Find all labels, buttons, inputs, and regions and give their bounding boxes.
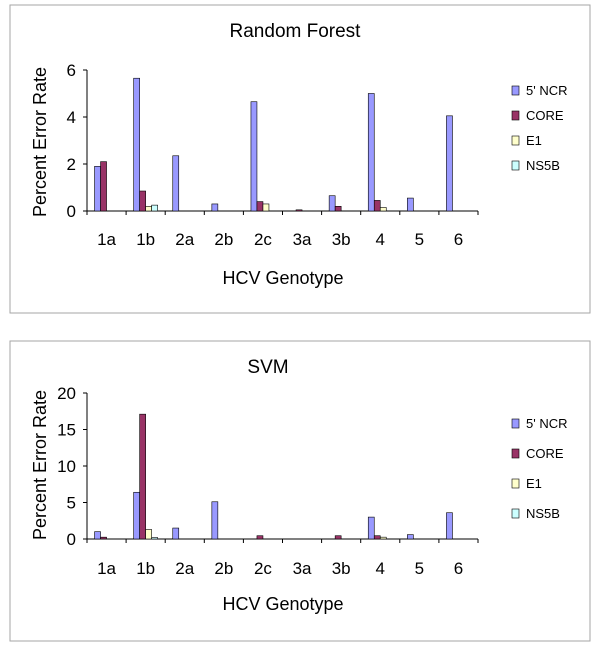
legend-entry: 5' NCR xyxy=(526,416,568,431)
plot-area: 0 2 4 6 1a 1b 2a 2b 2c 3a 3b 4 5 6 xyxy=(67,61,479,249)
x-tick-label: 2a xyxy=(175,230,194,249)
legend-entry: CORE xyxy=(526,108,564,123)
legend-entry: CORE xyxy=(526,446,564,461)
x-tick-label: 1a xyxy=(97,230,116,249)
x-tick-label: 3b xyxy=(332,559,351,578)
bar xyxy=(407,197,414,212)
x-tick-label: 2c xyxy=(254,230,272,249)
legend-entry: E1 xyxy=(526,476,542,491)
bar xyxy=(94,531,101,540)
legend-swatch xyxy=(511,448,520,459)
x-axis-label: HCV Genotype xyxy=(222,268,343,288)
legend: 5' NCR CORE E1 NS5B xyxy=(511,83,568,173)
bar xyxy=(133,491,140,540)
chart-title: Random Forest xyxy=(230,21,362,42)
legend-entry: E1 xyxy=(526,133,542,148)
x-tick-label: 5 xyxy=(415,559,424,578)
x-tick-label: 2b xyxy=(214,230,233,249)
bar xyxy=(139,413,146,540)
y-tick-label: 4 xyxy=(67,108,76,127)
x-tick-label: 3b xyxy=(332,230,351,249)
y-tick-label: 5 xyxy=(67,494,76,513)
x-tick-label: 1b xyxy=(136,559,155,578)
legend-swatch xyxy=(511,135,520,146)
x-tick-label: 4 xyxy=(376,559,385,578)
bar xyxy=(94,166,101,212)
y-tick-label: 0 xyxy=(67,202,76,221)
legend-swatch xyxy=(511,508,520,519)
x-tick-label: 5 xyxy=(415,230,424,249)
x-tick-label: 6 xyxy=(454,559,463,578)
chart-title: SVM xyxy=(247,357,288,378)
x-tick-label: 1a xyxy=(97,559,116,578)
bar xyxy=(334,206,342,212)
legend-swatch xyxy=(511,160,520,171)
bar xyxy=(256,535,264,540)
bar xyxy=(446,512,453,540)
x-tick-label: 2c xyxy=(254,559,272,578)
bar xyxy=(145,206,152,212)
bar xyxy=(334,535,342,540)
bar xyxy=(250,101,258,212)
bar xyxy=(379,207,387,212)
y-tick-label: 15 xyxy=(57,421,76,440)
chart-panel xyxy=(9,4,591,314)
x-axis-label: HCV Genotype xyxy=(222,594,343,614)
chart-svm: SVM Percent Error Rate HCV Genotype 0 5 10… xyxy=(9,340,591,642)
legend-entry: NS5B xyxy=(526,158,560,173)
bar xyxy=(139,190,146,212)
legend: 5' NCR CORE E1 NS5B xyxy=(511,416,568,521)
y-axis-label: Percent Error Rate xyxy=(30,67,50,217)
bar xyxy=(151,537,158,540)
x-tick-label: 6 xyxy=(454,230,463,249)
bar xyxy=(211,203,219,212)
x-tick-label: 3a xyxy=(293,559,312,578)
bar xyxy=(256,201,264,212)
bar xyxy=(373,535,381,540)
y-axis-label: Percent Error Rate xyxy=(30,390,50,540)
bar xyxy=(172,527,180,540)
x-tick-label: 4 xyxy=(376,230,385,249)
chart-panel xyxy=(9,340,591,642)
bar xyxy=(379,536,387,540)
bar xyxy=(446,115,453,212)
bar xyxy=(373,200,381,212)
bar xyxy=(262,203,270,212)
plot-area: 0 5 10 15 20 1a 1b 2a 2b 2c 3a 3b 4 5 6 xyxy=(57,384,479,578)
legend-swatch xyxy=(511,110,520,121)
bar xyxy=(295,209,303,212)
y-tick-label: 10 xyxy=(57,457,76,476)
chart-random-forest: Random Forest Percent Error Rate HCV Gen… xyxy=(9,4,591,314)
bar xyxy=(211,501,219,540)
x-tick-label: 2b xyxy=(214,559,233,578)
x-tick-label: 3a xyxy=(293,230,312,249)
bar xyxy=(367,516,375,540)
legend-entry: NS5B xyxy=(526,506,560,521)
legend-swatch xyxy=(511,85,520,96)
bar xyxy=(407,534,414,540)
legend-swatch xyxy=(511,418,520,429)
bar xyxy=(100,536,107,540)
x-tick-label: 2a xyxy=(175,559,194,578)
bar xyxy=(133,77,140,212)
y-tick-label: 6 xyxy=(67,61,76,80)
legend-entry: 5' NCR xyxy=(526,83,568,98)
x-tick-label: 1b xyxy=(136,230,155,249)
bar xyxy=(172,155,180,212)
legend-swatch xyxy=(511,478,520,489)
bar xyxy=(367,93,375,212)
bar xyxy=(100,161,107,212)
y-tick-label: 20 xyxy=(57,384,76,403)
bar xyxy=(145,529,152,540)
bar xyxy=(151,204,158,212)
bar xyxy=(328,195,336,212)
y-tick-label: 0 xyxy=(67,530,76,549)
y-tick-label: 2 xyxy=(67,155,76,174)
